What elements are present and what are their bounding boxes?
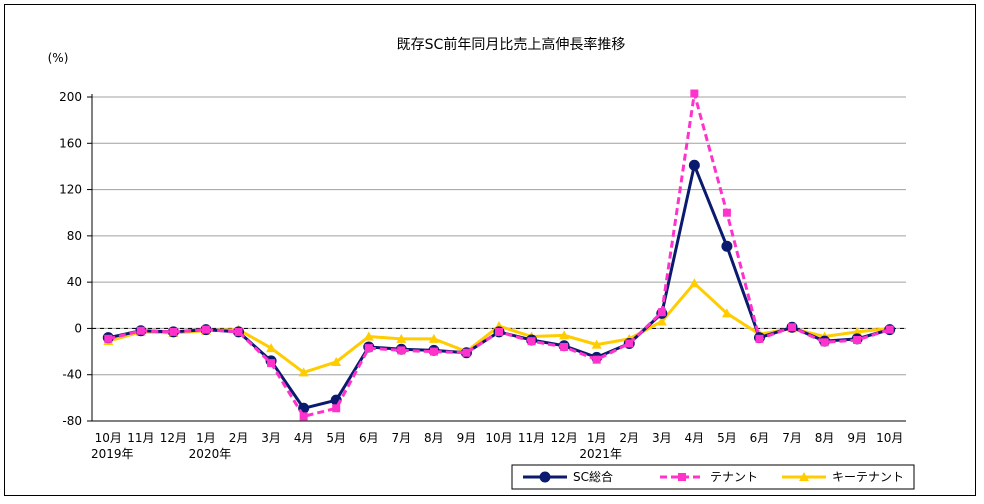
data-point-square	[332, 404, 341, 413]
series-1	[104, 89, 894, 421]
y-tick-label: 200	[59, 90, 82, 104]
legend-label: SC総合	[573, 469, 613, 484]
data-point-square	[364, 344, 373, 353]
y-tick-label: -80	[62, 414, 82, 428]
data-point-triangle	[591, 339, 602, 349]
data-point-square	[527, 337, 536, 346]
x-tick-label: 1月	[196, 431, 216, 445]
x-tick-label: 4月	[294, 431, 314, 445]
chart-frame	[4, 4, 976, 496]
x-tick-label: 7月	[782, 431, 802, 445]
x-tick-label: 5月	[717, 431, 737, 445]
data-point-triangle	[363, 331, 374, 341]
data-point-square	[625, 339, 634, 348]
y-tick-label: -40	[62, 368, 82, 382]
data-point-triangle	[656, 316, 667, 326]
x-tick-label: 6月	[359, 431, 379, 445]
x-tick-label: 8月	[815, 431, 835, 445]
data-point-triangle	[298, 367, 309, 377]
data-point-square	[397, 346, 406, 355]
data-point-square	[853, 336, 862, 344]
data-point-square	[169, 327, 178, 336]
data-point-square	[299, 412, 308, 421]
series-0	[102, 159, 896, 414]
x-tick-label: 3月	[261, 431, 281, 445]
data-point-square	[495, 327, 503, 336]
legend-box	[511, 464, 915, 490]
data-point-triangle	[721, 308, 732, 318]
data-point-triangle	[266, 343, 277, 353]
legend-label: キーテナント	[832, 470, 904, 484]
data-point-square	[234, 327, 243, 336]
year-label: 2021年	[579, 447, 622, 461]
x-tick-label: 4月	[685, 431, 705, 445]
data-point-triangle	[852, 326, 863, 336]
x-tick-label: 9月	[457, 431, 477, 445]
data-point-square	[755, 334, 764, 343]
year-label: 2020年	[189, 447, 232, 461]
data-point-triangle	[428, 333, 439, 343]
data-point-square	[678, 473, 686, 481]
data-point-square	[820, 338, 829, 347]
y-tick-label: 120	[59, 183, 82, 197]
x-tick-label: 12月	[160, 431, 187, 445]
data-point-square	[592, 355, 601, 364]
x-tick-label: 12月	[550, 431, 577, 445]
data-point-square	[788, 323, 797, 332]
y-tick-label: 40	[67, 275, 82, 289]
x-tick-label: 11月	[518, 431, 545, 445]
y-tick-label: 160	[59, 136, 82, 150]
data-point-circle	[688, 159, 700, 171]
series-line	[107, 163, 891, 410]
data-point-square	[560, 342, 569, 351]
data-point-square	[657, 308, 666, 317]
chart-title: 既存SC前年同月比売上高伸長率推移	[397, 36, 626, 53]
data-point-circle	[721, 240, 733, 252]
y-tick-labels: 200 160 120 80 40 0 -40 -80	[59, 90, 82, 428]
data-point-triangle	[396, 333, 407, 343]
x-tick-label: 6月	[750, 431, 770, 445]
x-tick-label: 9月	[847, 431, 867, 445]
legend-label: テナント	[710, 470, 758, 484]
x-tick-label: 10月	[876, 431, 903, 445]
x-tick-label: 2月	[229, 431, 249, 445]
series-layer	[102, 89, 896, 421]
x-tick-label: 2月	[619, 431, 639, 445]
x-tick-label: 1月	[587, 431, 607, 445]
data-point-square	[267, 359, 276, 368]
y-axis-label: (%)	[48, 51, 69, 65]
data-point-square	[136, 326, 145, 335]
data-point-triangle	[689, 278, 700, 288]
data-point-square	[690, 89, 699, 98]
y-tick-label: 0	[74, 321, 82, 335]
x-tick-label: 11月	[127, 431, 154, 445]
data-point-square	[885, 325, 894, 334]
y-tick-label: 80	[67, 229, 82, 243]
data-point-square	[104, 334, 113, 343]
data-point-circle	[539, 471, 551, 483]
x-tick-label: 7月	[391, 431, 411, 445]
x-tick-label: 3月	[652, 431, 672, 445]
x-tick-label: 10月	[485, 431, 512, 445]
data-point-square	[429, 347, 438, 356]
data-point-triangle	[799, 472, 809, 481]
series-line	[107, 92, 891, 418]
grid-lines	[87, 96, 906, 422]
year-label: 2019年	[91, 447, 134, 461]
data-point-square	[722, 208, 731, 217]
data-point-triangle	[331, 356, 342, 366]
legend: SC総合 テナント キーテナント	[511, 464, 915, 490]
data-point-square	[201, 325, 210, 334]
x-tick-labels: 10月 11月 12月 1月 2月 3月 4月 5月 6月 7月 8月 9月 10月 11月 12月 1月 2月…	[91, 431, 903, 461]
x-tick-label: 8月	[424, 431, 444, 445]
x-tick-label: 5月	[326, 431, 346, 445]
data-point-triangle	[559, 330, 570, 340]
x-tick-label: 10月	[95, 431, 122, 445]
data-point-square	[462, 348, 471, 357]
